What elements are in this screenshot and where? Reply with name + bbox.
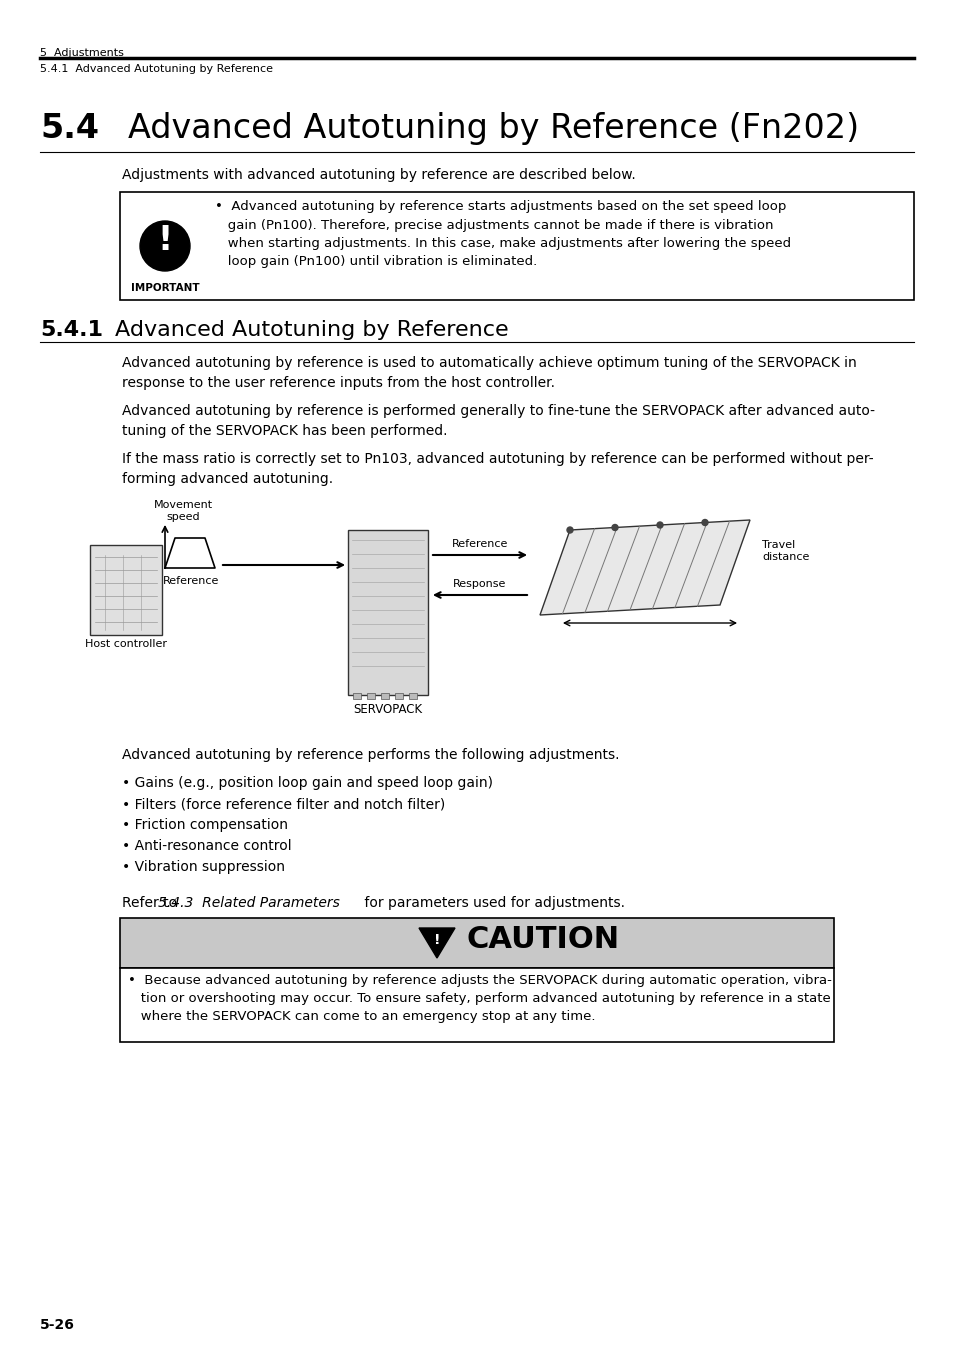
Bar [353, 693, 360, 699]
Text: 5.4.3  Related Parameters: 5.4.3 Related Parameters [158, 896, 339, 910]
Text: 5  Adjustments: 5 Adjustments [40, 49, 124, 58]
Text: If the mass ratio is correctly set to Pn103, advanced autotuning by reference ca: If the mass ratio is correctly set to Pn… [122, 452, 873, 486]
Text: 5.4.1: 5.4.1 [40, 320, 103, 340]
Bar [120, 968, 833, 1042]
Text: Travel
distance: Travel distance [761, 540, 808, 562]
Text: •  Because advanced autotuning by reference adjusts the SERVOPACK during automat: • Because advanced autotuning by referen… [128, 973, 831, 1023]
Circle shape [657, 522, 662, 528]
Text: • Filters (force reference filter and notch filter): • Filters (force reference filter and no… [122, 796, 445, 811]
Text: Advanced autotuning by reference performs the following adjustments.: Advanced autotuning by reference perform… [122, 748, 618, 761]
Circle shape [566, 526, 573, 533]
Text: Movement
speed: Movement speed [153, 500, 213, 521]
Text: Refer to: Refer to [122, 896, 181, 910]
Text: Reference: Reference [452, 539, 508, 549]
Text: • Anti-resonance control: • Anti-resonance control [122, 838, 292, 853]
Text: Advanced autotuning by reference is used to automatically achieve optimum tuning: Advanced autotuning by reference is used… [122, 356, 856, 390]
Text: !: ! [157, 224, 172, 256]
Text: • Friction compensation: • Friction compensation [122, 818, 288, 832]
Text: Advanced autotuning by reference is performed generally to fine-tune the SERVOPA: Advanced autotuning by reference is perf… [122, 404, 874, 437]
Bar [367, 693, 375, 699]
Bar [395, 693, 402, 699]
Bar [409, 693, 416, 699]
Text: 5-26: 5-26 [40, 1318, 74, 1332]
Text: Adjustments with advanced autotuning by reference are described below.: Adjustments with advanced autotuning by … [122, 167, 635, 182]
Circle shape [701, 520, 707, 525]
Text: for parameters used for adjustments.: for parameters used for adjustments. [359, 896, 624, 910]
Text: IMPORTANT: IMPORTANT [131, 284, 199, 293]
Text: Reference: Reference [163, 576, 219, 586]
Text: Response: Response [453, 579, 506, 589]
Text: •  Advanced autotuning by reference starts adjustments based on the set speed lo: • Advanced autotuning by reference start… [214, 200, 790, 269]
Text: !: ! [434, 933, 439, 946]
Bar [90, 545, 162, 634]
Circle shape [140, 221, 190, 271]
Text: 5.4.1  Advanced Autotuning by Reference: 5.4.1 Advanced Autotuning by Reference [40, 63, 273, 74]
Text: Advanced Autotuning by Reference (Fn202): Advanced Autotuning by Reference (Fn202) [128, 112, 859, 144]
Text: • Gains (e.g., position loop gain and speed loop gain): • Gains (e.g., position loop gain and sp… [122, 776, 493, 790]
Text: SERVOPACK: SERVOPACK [353, 703, 422, 716]
Text: 5.4: 5.4 [40, 112, 99, 144]
Circle shape [612, 525, 618, 531]
Text: Host controller: Host controller [85, 639, 167, 649]
Text: • Vibration suppression: • Vibration suppression [122, 860, 285, 873]
Text: CAUTION: CAUTION [467, 925, 619, 954]
Bar [348, 531, 428, 695]
Bar [120, 918, 833, 968]
Polygon shape [539, 520, 749, 616]
Text: Advanced Autotuning by Reference: Advanced Autotuning by Reference [115, 320, 508, 340]
Polygon shape [418, 927, 455, 958]
Bar [120, 192, 913, 300]
Bar [380, 693, 389, 699]
